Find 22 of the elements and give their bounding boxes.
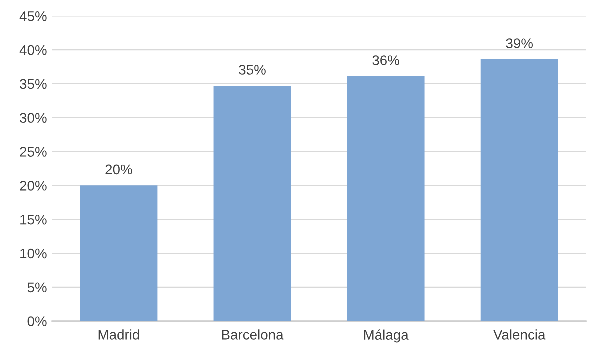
y-tick-label: 35% (20, 79, 47, 90)
data-label: 20% (106, 164, 132, 175)
x-tick-label: Málaga (364, 330, 409, 343)
y-tick-label: 40% (20, 45, 47, 56)
y-tick-label: 10% (20, 248, 47, 259)
data-label: 35% (239, 65, 266, 75)
data-label: 39% (506, 38, 534, 48)
x-tick-label: Madrid (98, 330, 140, 340)
y-tick-label: 25% (20, 147, 47, 157)
y-tick-label: 30% (20, 113, 47, 124)
y-tick-label: 20% (20, 181, 47, 191)
y-tick-label: 5% (28, 282, 47, 293)
bar (214, 86, 292, 322)
y-tick-label: 0% (28, 316, 47, 326)
x-tick-label: Valencia (494, 330, 546, 340)
data-label: 36% (372, 56, 400, 66)
bar (347, 76, 425, 322)
bar (480, 60, 558, 322)
bar (80, 186, 158, 322)
x-tick-label: Barcelona (222, 330, 284, 340)
y-tick-label: 45% (20, 12, 47, 22)
y-tick-label: 15% (20, 214, 47, 225)
